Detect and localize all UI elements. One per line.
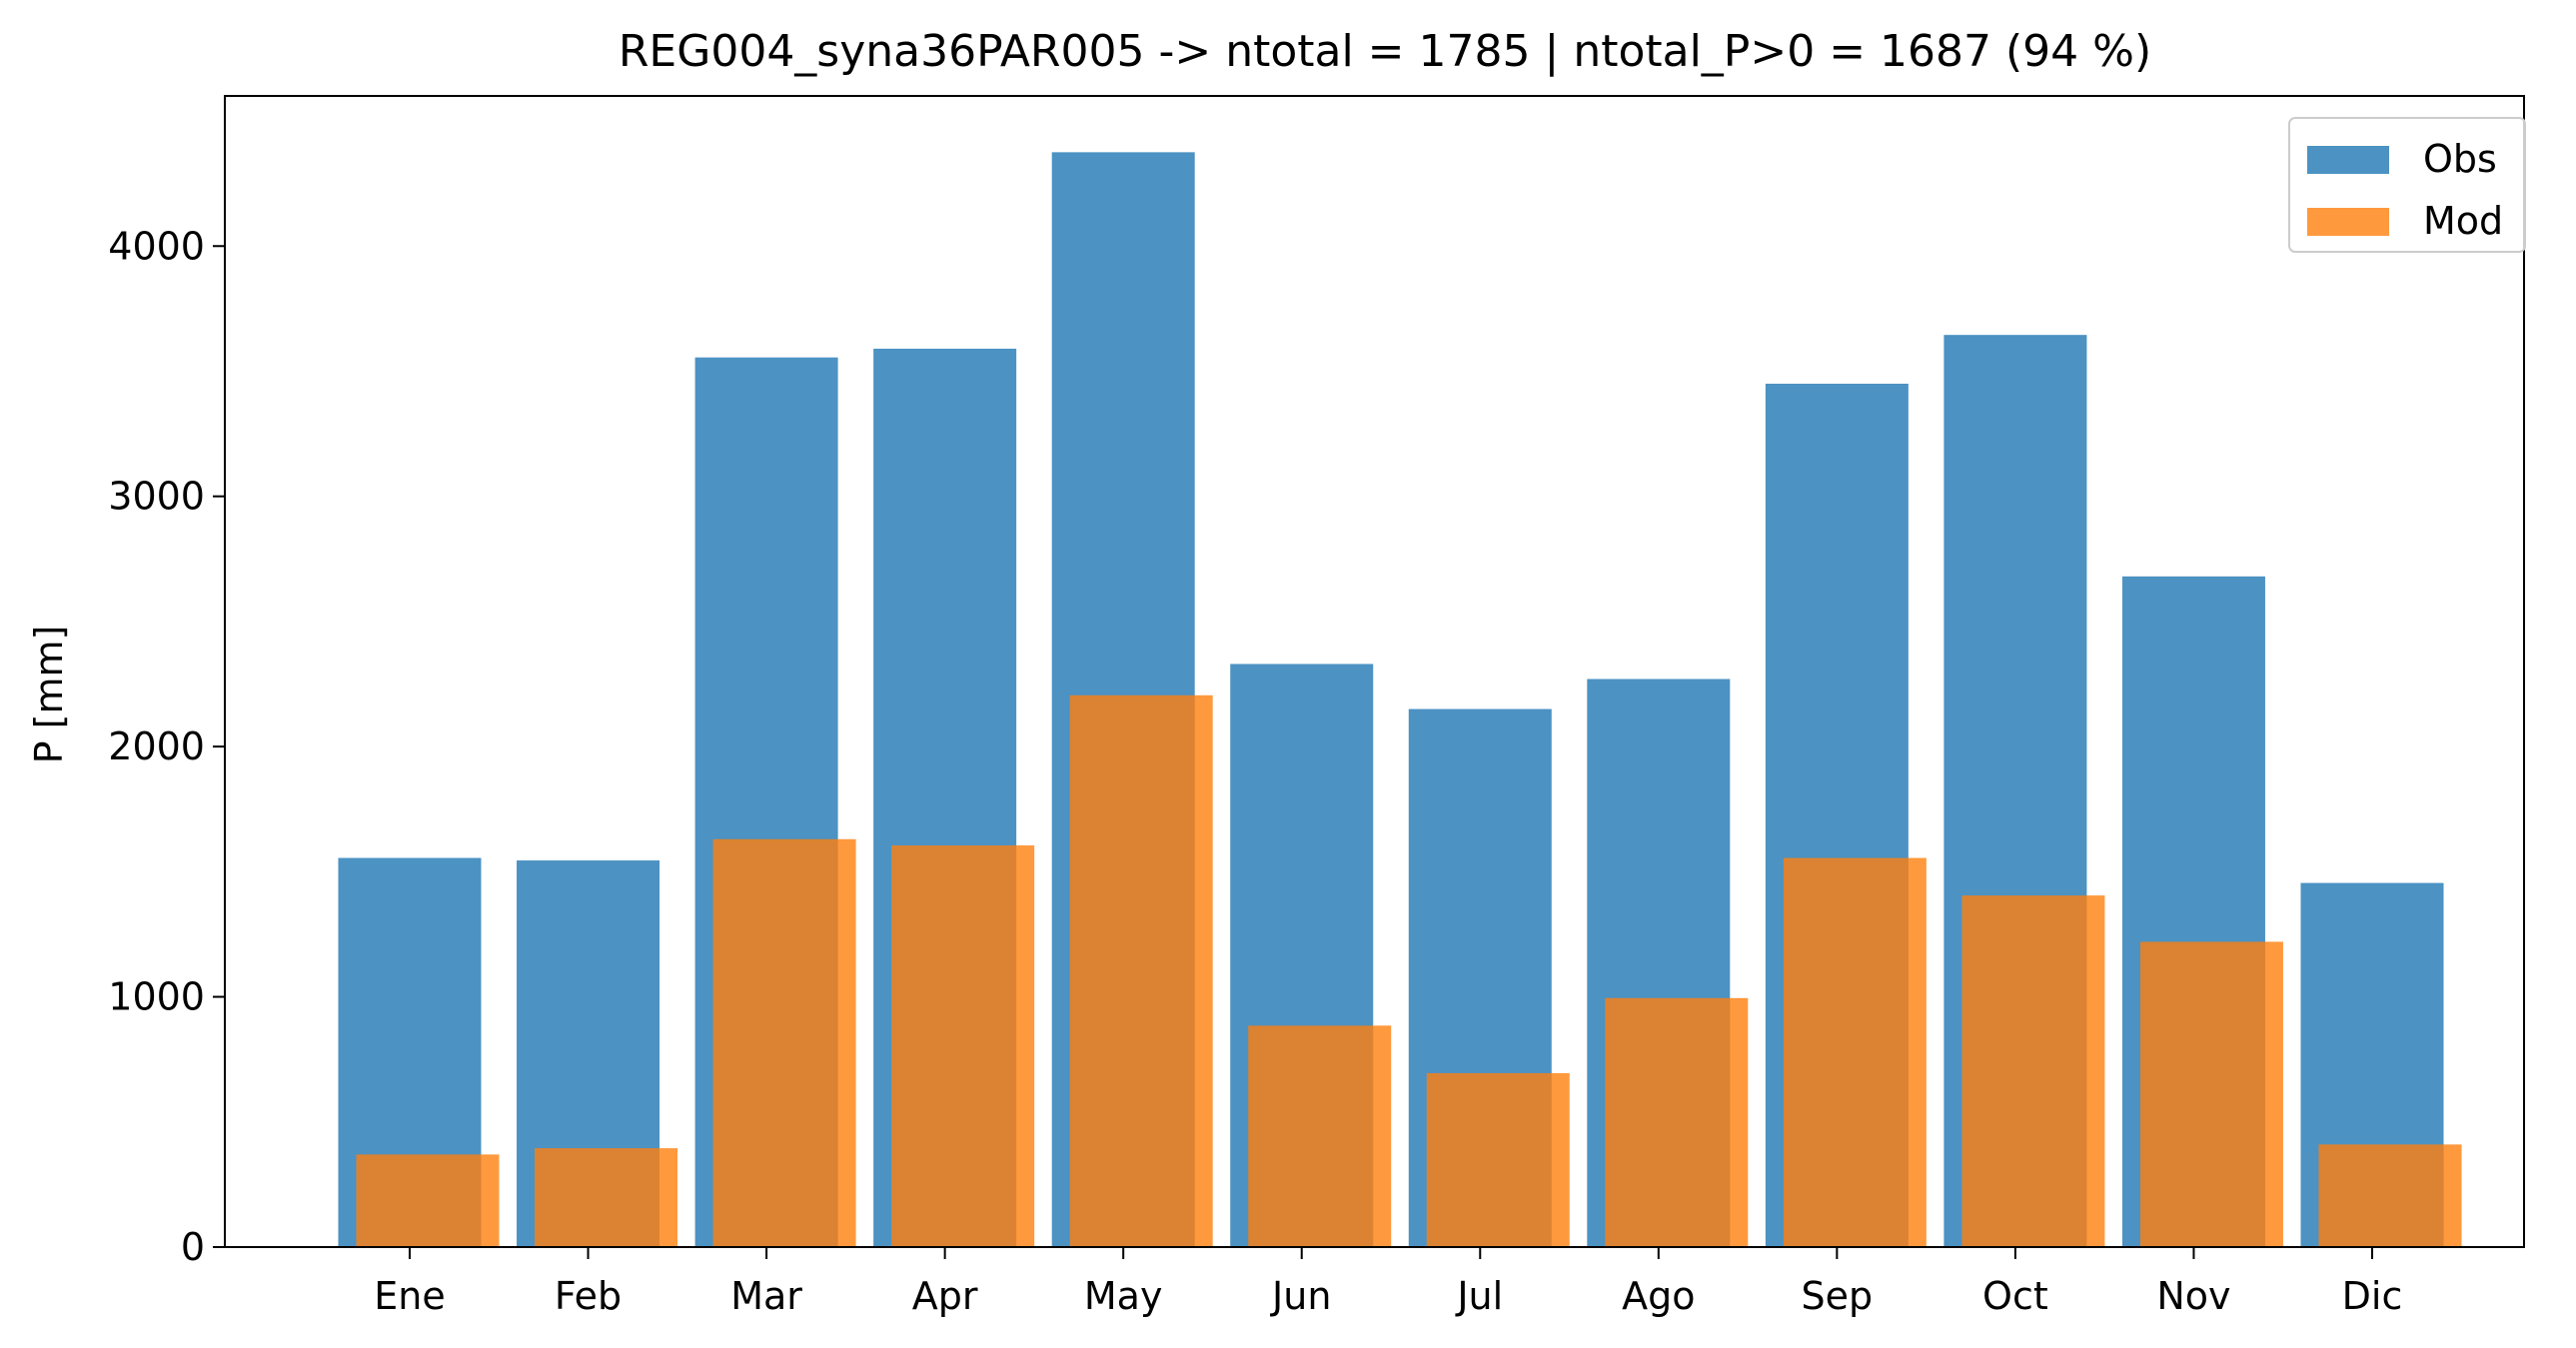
x-tick-label: Apr <box>912 1274 978 1318</box>
mod-bar-sep <box>1783 857 1927 1247</box>
x-tick-label: Dic <box>2342 1274 2403 1318</box>
x-tick-label: Jul <box>1455 1274 1503 1318</box>
y-tick-label: 4000 <box>108 224 205 268</box>
x-tick-label: Oct <box>1982 1274 2048 1318</box>
mod-bar-dic <box>2318 1144 2462 1247</box>
mod-bar-ene <box>356 1154 500 1247</box>
mod-bar-nov <box>2139 941 2283 1247</box>
legend: Obs Mod <box>2288 117 2526 253</box>
legend-label-obs: Obs <box>2423 137 2497 181</box>
x-tick-label: Sep <box>1802 1274 1874 1318</box>
mod-bars <box>356 694 2462 1247</box>
chart-title: REG004_syna36PAR005 -> ntotal = 1785 | n… <box>619 26 2151 77</box>
x-tick-label: Ago <box>1622 1274 1695 1318</box>
plot-frame <box>224 95 2525 1248</box>
legend-swatch-obs <box>2307 146 2389 174</box>
y-tick-label: 2000 <box>108 724 205 768</box>
mod-bar-oct <box>1961 895 2105 1247</box>
y-tick-label: 3000 <box>108 475 205 519</box>
mod-bar-jul <box>1426 1072 1570 1247</box>
mod-bar-ago <box>1605 997 1749 1247</box>
legend-label-mod: Mod <box>2423 199 2503 243</box>
x-tick-label: May <box>1084 1274 1163 1318</box>
x-tick-label: Ene <box>374 1274 445 1318</box>
x-tick-label: Mar <box>730 1274 802 1318</box>
mod-bar-may <box>1069 694 1213 1247</box>
y-axis-label: P [mm] <box>27 626 71 764</box>
mod-bar-apr <box>891 845 1035 1247</box>
y-tick-label: 1000 <box>108 975 205 1019</box>
x-tick-label: Nov <box>2156 1274 2230 1318</box>
mod-bar-feb <box>535 1148 678 1247</box>
x-tick-label: Feb <box>555 1274 622 1318</box>
legend-swatch-mod <box>2307 208 2389 236</box>
x-tick-label: Jun <box>1270 1274 1331 1318</box>
y-tick-label: 0 <box>181 1225 205 1269</box>
axes: 0 1000 2000 3000 4000 Ene Feb Mar Apr May Jun Jul Ag… <box>108 95 2525 1318</box>
mod-bar-mar <box>712 838 856 1247</box>
mod-bar-jun <box>1248 1025 1392 1247</box>
